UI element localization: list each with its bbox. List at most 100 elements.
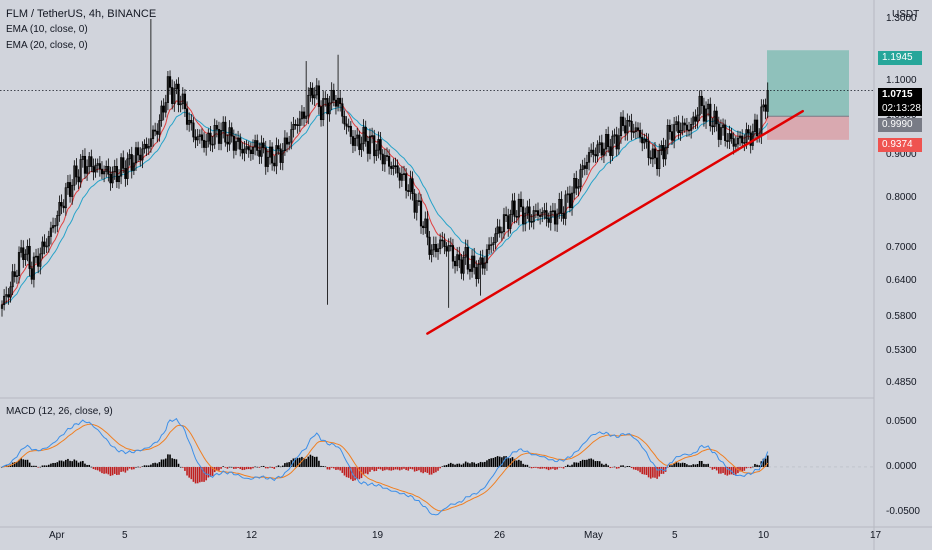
candle: [173, 81, 176, 112]
candle: [224, 116, 227, 147]
macd-histogram-bar: [275, 466, 278, 468]
candle-body: [7, 294, 10, 298]
macd-histogram-bar: [373, 466, 376, 472]
candle-body: [107, 165, 110, 175]
candle-body: [66, 182, 70, 189]
macd-histogram-bar: [192, 466, 195, 482]
candle: [360, 136, 363, 158]
macd-histogram-bar: [624, 466, 627, 468]
candle: [762, 99, 765, 112]
macd-histogram-bar: [560, 466, 563, 468]
candle: [515, 210, 518, 224]
candle-body: [598, 142, 601, 146]
candle-body: [662, 145, 665, 160]
candle: [147, 138, 150, 156]
candle-body: [383, 155, 386, 165]
macd-histogram-bar: [116, 466, 118, 476]
macd-histogram-bar: [496, 456, 499, 467]
candle-body: [200, 134, 204, 141]
macd-histogram-bar: [271, 466, 273, 468]
candle: [587, 147, 591, 171]
candle: [307, 87, 310, 125]
candle: [122, 150, 125, 174]
macd-histogram-bar: [460, 464, 463, 467]
candle-body: [168, 76, 172, 88]
candle-body: [322, 98, 325, 121]
macd-histogram-bar: [652, 466, 654, 478]
candle-body: [43, 241, 46, 247]
candle-body: [226, 141, 229, 145]
macd-histogram-bar: [488, 458, 490, 467]
candle: [62, 199, 65, 213]
candle: [158, 114, 161, 142]
candle-body: [219, 130, 223, 144]
candle: [741, 129, 744, 148]
macd-histogram-bar: [713, 466, 716, 469]
candle: [473, 247, 476, 275]
candle: [132, 155, 135, 175]
candle: [730, 127, 733, 144]
macd-legend[interactable]: MACD (12, 26, close, 9): [6, 406, 113, 417]
ema10-legend[interactable]: EMA (10, close, 0): [6, 24, 88, 35]
candle: [315, 78, 318, 100]
macd-histogram-bar: [273, 466, 276, 469]
candle: [379, 132, 382, 161]
macd-histogram-bar: [171, 458, 173, 467]
candle: [396, 159, 399, 178]
candle: [366, 136, 369, 162]
candle-body: [628, 120, 631, 122]
candle: [492, 237, 495, 252]
macd-histogram-bar: [96, 466, 99, 471]
macd-histogram-bar: [581, 459, 584, 467]
candle: [151, 125, 155, 147]
candle-body: [317, 85, 321, 107]
candle-body: [496, 226, 499, 235]
candle-body: [377, 139, 380, 151]
candle: [58, 195, 61, 222]
macd-histogram-bar: [237, 466, 239, 469]
candle-body: [88, 156, 91, 167]
macd-histogram-bar: [126, 466, 129, 471]
candle: [39, 247, 42, 275]
candle-body: [245, 146, 248, 150]
macd-histogram-bar: [20, 458, 22, 467]
macd-histogram-bar: [677, 462, 680, 467]
macd-histogram-bar: [601, 463, 603, 467]
macd-histogram-bar: [62, 461, 65, 467]
candle: [494, 227, 497, 250]
macd-histogram-bar: [109, 466, 112, 476]
candle-body: [445, 246, 448, 252]
macd-histogram-bar: [262, 465, 265, 467]
candle: [364, 120, 367, 147]
macd-histogram-bar: [398, 466, 401, 471]
time-tick-label: May: [584, 530, 603, 541]
time-tick-label: Apr: [49, 530, 65, 541]
candle-body: [81, 155, 84, 160]
candle: [638, 122, 642, 143]
candle: [292, 116, 295, 138]
candle: [430, 244, 433, 263]
macd-histogram-bar: [764, 458, 767, 467]
candle: [64, 182, 67, 216]
candle: [617, 128, 620, 155]
candle-body: [741, 135, 744, 144]
candle-body: [30, 268, 33, 280]
candle: [3, 289, 6, 311]
macd-histogram-bar: [637, 466, 639, 471]
ema20-legend[interactable]: EMA (20, close, 0): [6, 40, 88, 51]
macd-histogram-bar: [524, 464, 527, 467]
macd-histogram-bar: [203, 466, 205, 482]
macd-histogram-bar: [643, 466, 646, 475]
candle-body: [575, 178, 578, 189]
candle-body: [251, 146, 255, 154]
candle-body: [275, 145, 278, 167]
candle: [247, 141, 250, 158]
macd-histogram-bar: [122, 466, 125, 472]
macd-histogram-bar: [537, 466, 539, 469]
macd-histogram-bar: [752, 466, 754, 468]
candle: [702, 97, 706, 127]
macd-histogram-bar: [392, 466, 395, 471]
candle: [368, 128, 372, 160]
candle-body: [392, 165, 395, 169]
